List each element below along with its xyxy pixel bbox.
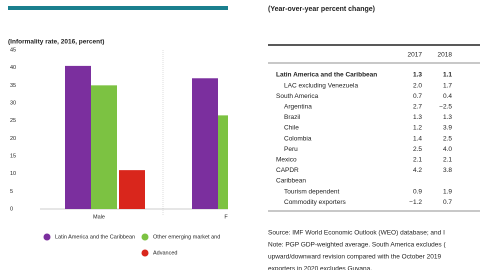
y-tick-label: 40	[10, 65, 16, 71]
note: upward/downward revision compared with t…	[268, 254, 441, 261]
cell: 1.9	[443, 188, 452, 195]
header-bar	[8, 6, 228, 10]
cell: 3.8	[443, 167, 452, 174]
note: exporters in 2020 excludes Guyana.	[268, 266, 372, 270]
y-tick-label: 0	[10, 206, 13, 212]
cell: 0.9	[413, 188, 422, 195]
y-tick-label: 45	[10, 47, 16, 53]
x-tick-label: Male	[93, 214, 105, 220]
cell: 1.3	[413, 114, 422, 121]
cell: 2.1	[443, 157, 452, 164]
bar	[218, 115, 228, 209]
y-tick-label: 35	[10, 83, 16, 89]
column-header: 2018	[438, 52, 453, 59]
x-tick-label: F	[224, 214, 228, 220]
cell: 1.3	[443, 114, 452, 121]
y-tick-label: 5	[10, 189, 13, 195]
cell: 2.5	[443, 135, 452, 142]
bar	[192, 78, 218, 210]
legend-label: Latin America and the Caribbean	[55, 234, 135, 240]
row-label: Latin America and the Caribbean	[276, 72, 377, 79]
y-tick-label: 10	[10, 171, 16, 177]
bar	[91, 85, 117, 209]
cell: −1.2	[409, 199, 422, 206]
cell: 0.7	[443, 199, 452, 206]
cell: 1.1	[443, 72, 452, 79]
table: 2017 2018 Latin America and the Caribbean 1…	[268, 44, 480, 270]
row-label: CAPDR	[276, 167, 299, 174]
y-tick-label: 15	[10, 153, 16, 159]
y-tick-label: 20	[10, 136, 16, 142]
cell: −2.5	[439, 104, 452, 111]
legend-label: Other emerging market and	[153, 234, 220, 240]
row-label: Tourism dependent	[284, 188, 339, 195]
cell: 3.9	[443, 125, 452, 132]
note: Source: IMF World Economic Outlook (WEO)…	[268, 230, 445, 237]
bar	[65, 65, 91, 210]
cell: 2.0	[413, 82, 422, 89]
legend-label: Advanced	[153, 250, 177, 256]
y-tick-label: 25	[10, 118, 16, 124]
row-label: Commodity exporters	[284, 199, 347, 206]
cell: 0.7	[413, 93, 422, 100]
column-header: 2017	[408, 52, 423, 59]
row-label: Chile	[284, 125, 299, 132]
cell: 0.4	[443, 93, 452, 100]
note: Note: PGP GDP-weighted average. South Am…	[268, 242, 446, 249]
row-label: Colombia	[284, 135, 312, 142]
row-label: LAC excluding Venezuela	[284, 82, 358, 89]
legend-marker	[43, 233, 51, 241]
legend-marker	[141, 249, 149, 257]
legend-marker	[141, 233, 149, 241]
row-label: Brazil	[284, 114, 301, 121]
row-label: Argentina	[284, 104, 312, 111]
row-label: Mexico	[276, 157, 297, 164]
row-label: Caribbean	[276, 178, 306, 185]
table-title: (Year-over-year percent change)	[268, 6, 375, 13]
bar	[119, 170, 145, 209]
chart-subtitle: (Informality rate, 2016, percent)	[8, 39, 104, 46]
cell: 1.4	[413, 135, 422, 142]
cell: 4.0	[443, 146, 452, 153]
plot	[40, 50, 228, 215]
cell: 2.1	[413, 157, 422, 164]
row-label: South America	[276, 93, 319, 100]
cell: 1.3	[413, 72, 422, 79]
cell: 2.5	[413, 146, 422, 153]
cell: 1.2	[413, 125, 422, 132]
row-label: Peru	[284, 146, 298, 153]
cell: 4.2	[413, 167, 422, 174]
cell: 1.7	[443, 82, 452, 89]
y-tick-label: 30	[10, 100, 16, 106]
cell: 2.7	[413, 104, 422, 111]
